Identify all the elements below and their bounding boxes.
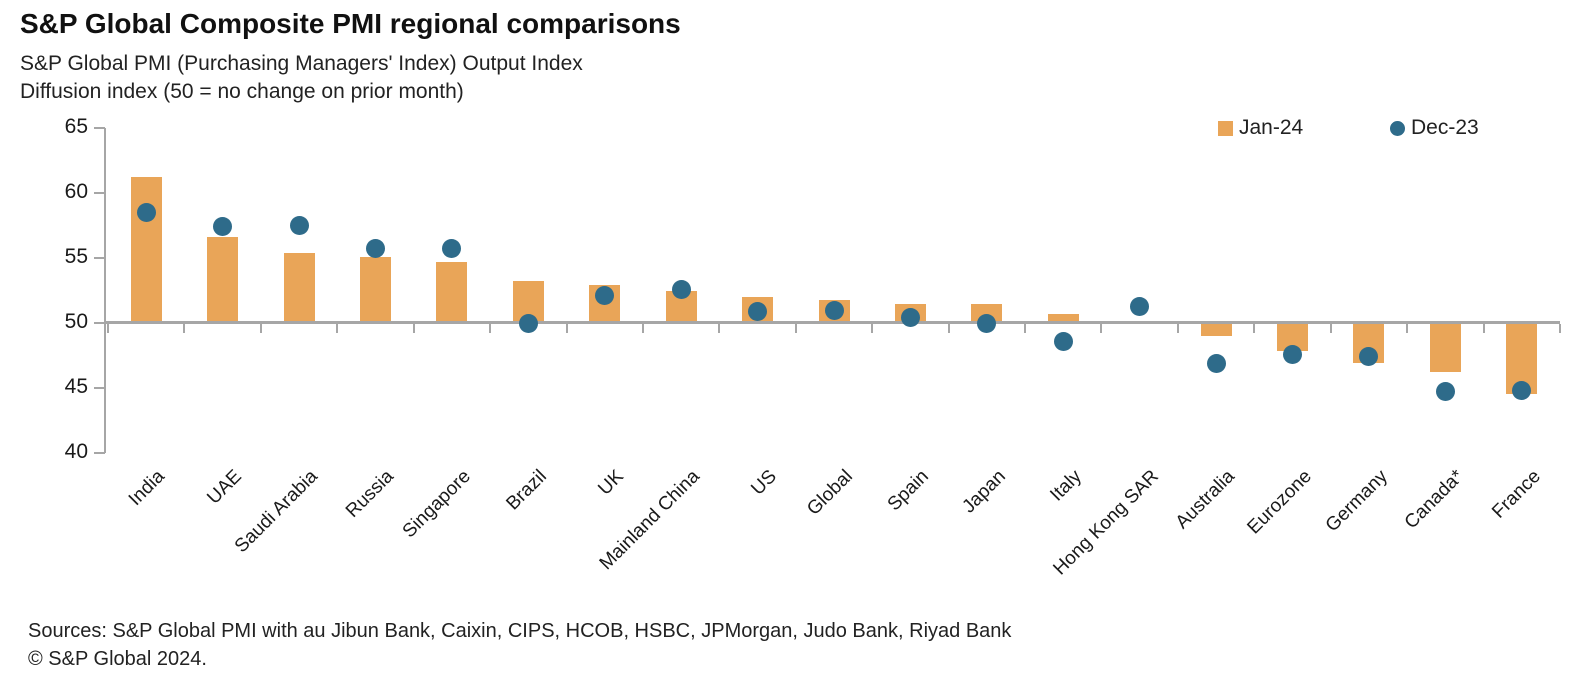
bar-jan24 — [1200, 324, 1232, 336]
dot-dec23 — [1206, 353, 1226, 373]
dot-dec23 — [442, 239, 462, 259]
y-axis-label: 55 — [64, 245, 88, 268]
dot-dec23 — [671, 279, 691, 299]
x-axis-baseline — [104, 321, 1560, 324]
x-axis-tick — [259, 324, 262, 333]
x-axis-tick — [1329, 324, 1332, 333]
y-axis-label: 45 — [64, 375, 88, 398]
dot-dec23 — [900, 308, 920, 328]
bar-jan24 — [1429, 324, 1461, 373]
y-axis-tick — [94, 257, 105, 259]
y-axis-label: 60 — [64, 180, 88, 203]
dot-dec23 — [136, 203, 156, 222]
x-axis-tick — [947, 324, 950, 333]
x-axis-tick — [336, 324, 339, 333]
dot-dec23 — [1512, 381, 1532, 401]
legend-item-dec23: Dec-23 — [1390, 116, 1479, 140]
y-axis-tick — [94, 192, 105, 194]
dot-dec23 — [1053, 331, 1073, 351]
copyright-text: © S&P Global 2024. — [28, 648, 207, 670]
y-axis-label: 40 — [64, 440, 88, 463]
x-axis-tick — [718, 324, 721, 333]
dot-dec23 — [365, 239, 385, 259]
x-axis-tick — [1176, 324, 1179, 333]
chart-subtitle-2: Diffusion index (50 = no change on prior… — [20, 80, 464, 103]
y-axis-label: 65 — [64, 115, 88, 138]
y-axis-tick — [94, 452, 105, 454]
legend-item-jan24: Jan-24 — [1218, 116, 1303, 140]
dot-dec23 — [213, 217, 233, 237]
x-axis-tick — [1482, 324, 1485, 333]
chart-title: S&P Global Composite PMI regional compar… — [20, 8, 681, 39]
x-axis-tick — [412, 324, 415, 333]
dot-dec23 — [1359, 347, 1379, 367]
dot-dec23 — [977, 313, 997, 333]
x-axis-tick — [107, 324, 109, 333]
y-axis-line — [104, 128, 106, 453]
x-axis-tick — [794, 324, 797, 333]
dot-dec23 — [1130, 296, 1150, 316]
x-axis-tick — [1406, 324, 1409, 333]
chart-subtitle-1: S&P Global PMI (Purchasing Managers' Ind… — [20, 52, 583, 75]
bar-jan24 — [436, 261, 468, 321]
x-axis-tick — [871, 324, 874, 333]
dot-dec23 — [518, 313, 538, 333]
y-axis-tick — [94, 127, 105, 129]
x-axis-tick — [1024, 324, 1027, 333]
y-axis-label: 50 — [64, 310, 88, 333]
bar-jan24 — [207, 237, 239, 321]
y-axis-tick — [94, 387, 105, 389]
x-axis-tick — [1100, 324, 1103, 333]
x-axis-tick — [641, 324, 644, 333]
bar-jan24 — [130, 177, 162, 321]
dot-dec23 — [824, 300, 844, 320]
x-axis-tick — [565, 324, 568, 333]
x-axis-tick — [183, 324, 186, 333]
x-axis-tick — [1559, 324, 1561, 333]
jan24-swatch-icon — [1218, 120, 1233, 136]
legend-label-jan24: Jan-24 — [1239, 116, 1304, 139]
dot-dec23 — [1435, 382, 1455, 402]
dot-dec23 — [748, 301, 768, 321]
sources-text: Sources: S&P Global PMI with au Jibun Ba… — [28, 620, 1012, 642]
dec23-swatch-icon — [1390, 120, 1405, 136]
bar-jan24 — [359, 256, 391, 321]
bar-jan24 — [283, 252, 315, 321]
legend-label-dec23: Dec-23 — [1411, 116, 1479, 139]
dot-dec23 — [1283, 344, 1303, 364]
dot-dec23 — [595, 286, 615, 306]
x-axis-tick — [489, 324, 492, 333]
bar-jan24 — [1047, 313, 1079, 321]
x-axis-tick — [1253, 324, 1256, 333]
y-axis-tick — [94, 322, 105, 324]
dot-dec23 — [289, 216, 309, 235]
